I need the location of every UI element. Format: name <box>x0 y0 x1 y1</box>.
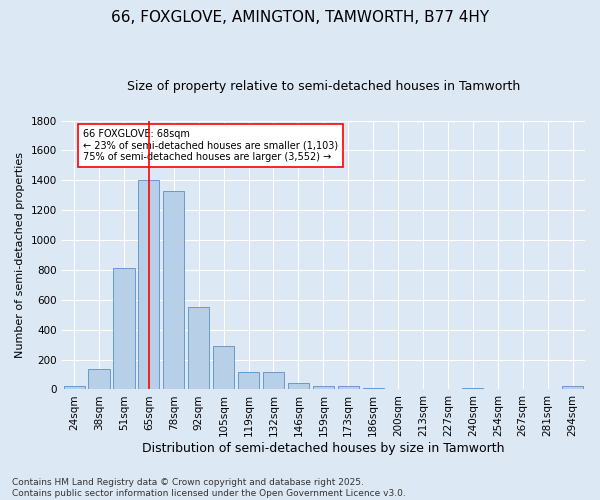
Bar <box>263 372 284 390</box>
Text: 66 FOXGLOVE: 68sqm
← 23% of semi-detached houses are smaller (1,103)
75% of semi: 66 FOXGLOVE: 68sqm ← 23% of semi-detache… <box>83 128 338 162</box>
Bar <box>64 386 85 390</box>
Bar <box>462 388 484 390</box>
Bar <box>213 346 234 390</box>
X-axis label: Distribution of semi-detached houses by size in Tamworth: Distribution of semi-detached houses by … <box>142 442 505 455</box>
Bar <box>238 372 259 390</box>
Bar <box>88 368 110 390</box>
Y-axis label: Number of semi-detached properties: Number of semi-detached properties <box>15 152 25 358</box>
Bar <box>288 382 309 390</box>
Bar <box>113 268 134 390</box>
Bar <box>188 308 209 390</box>
Bar <box>138 180 160 390</box>
Text: 66, FOXGLOVE, AMINGTON, TAMWORTH, B77 4HY: 66, FOXGLOVE, AMINGTON, TAMWORTH, B77 4H… <box>111 10 489 25</box>
Text: Contains HM Land Registry data © Crown copyright and database right 2025.
Contai: Contains HM Land Registry data © Crown c… <box>12 478 406 498</box>
Bar <box>338 386 359 390</box>
Title: Size of property relative to semi-detached houses in Tamworth: Size of property relative to semi-detach… <box>127 80 520 93</box>
Bar <box>562 386 583 390</box>
Bar <box>313 386 334 390</box>
Bar <box>163 191 184 390</box>
Bar <box>362 388 384 390</box>
